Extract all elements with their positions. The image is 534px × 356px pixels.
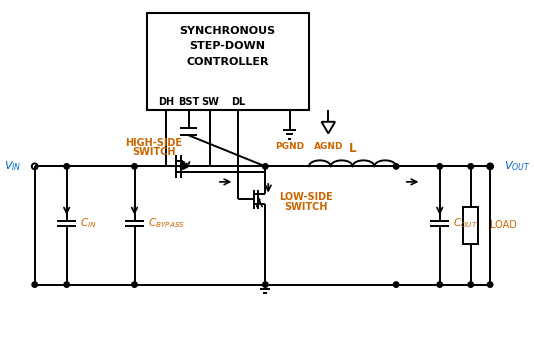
Circle shape <box>488 164 493 169</box>
Circle shape <box>468 164 474 169</box>
Text: LOAD: LOAD <box>490 220 517 230</box>
Text: DL: DL <box>231 98 245 108</box>
Text: $V_{OUT}$: $V_{OUT}$ <box>504 159 530 173</box>
Circle shape <box>437 282 443 287</box>
Text: SYNCHRONOUS: SYNCHRONOUS <box>179 26 276 36</box>
Circle shape <box>132 282 137 287</box>
Circle shape <box>64 282 69 287</box>
Text: STEP-DOWN: STEP-DOWN <box>190 41 265 51</box>
Circle shape <box>468 282 474 287</box>
Text: HIGH-SIDE: HIGH-SIDE <box>125 138 183 148</box>
Text: SWITCH: SWITCH <box>132 147 176 157</box>
Text: L: L <box>349 142 356 156</box>
Circle shape <box>488 282 493 287</box>
Circle shape <box>394 282 399 287</box>
Text: $C_{BYPASS}$: $C_{BYPASS}$ <box>148 217 185 230</box>
Circle shape <box>132 164 137 169</box>
Circle shape <box>180 164 186 169</box>
Text: CONTROLLER: CONTROLLER <box>186 57 269 67</box>
Circle shape <box>263 282 268 287</box>
Text: DH: DH <box>159 98 175 108</box>
Bar <box>147 13 309 110</box>
Text: BST: BST <box>178 98 199 108</box>
Circle shape <box>32 282 37 287</box>
Text: $V_{IN}$: $V_{IN}$ <box>4 159 21 173</box>
Circle shape <box>437 164 443 169</box>
Text: PGND: PGND <box>275 142 304 152</box>
Circle shape <box>394 164 399 169</box>
Circle shape <box>64 164 69 169</box>
Text: SW: SW <box>201 98 219 108</box>
Circle shape <box>263 164 268 169</box>
Text: $C_{OUT}$: $C_{OUT}$ <box>453 217 478 230</box>
Text: SWITCH: SWITCH <box>284 202 328 212</box>
Text: AGND: AGND <box>313 142 343 152</box>
Bar <box>463 207 478 244</box>
Text: $C_{IN}$: $C_{IN}$ <box>80 217 97 230</box>
Text: LOW-SIDE: LOW-SIDE <box>279 192 333 202</box>
